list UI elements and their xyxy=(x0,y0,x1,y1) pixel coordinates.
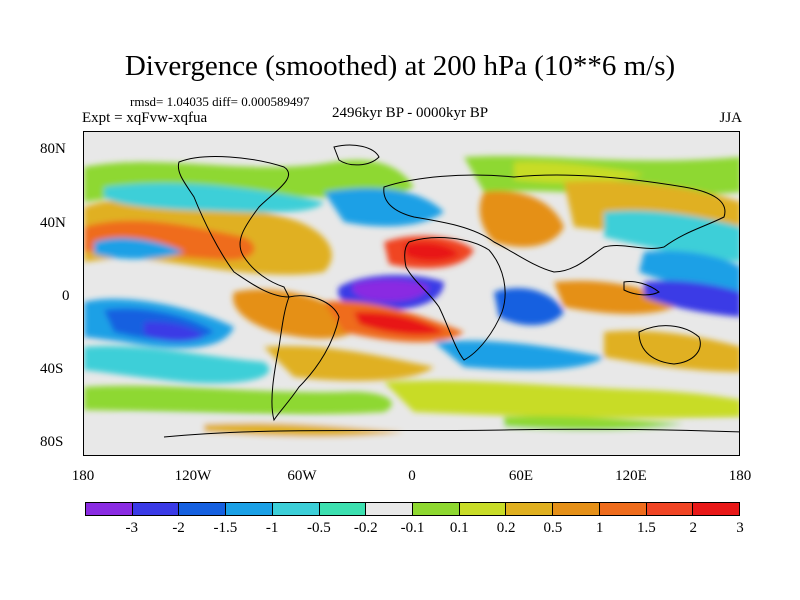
lon-label-180w: 180 xyxy=(71,468,95,484)
colorbar-tick-label: -0.5 xyxy=(307,520,331,536)
eurasia-outline xyxy=(383,174,726,273)
colorbar-swatch xyxy=(459,503,507,515)
lon-label-0: 0 xyxy=(408,468,416,484)
lat-label-40n: 40N xyxy=(40,215,66,231)
coastlines xyxy=(163,144,739,438)
colorbar-tick-label: 1 xyxy=(595,520,604,536)
colorbar-tick-label: -3 xyxy=(125,520,139,536)
colorbar-tick-label: 0.5 xyxy=(543,520,563,536)
lat-label-80s: 80S xyxy=(40,434,64,450)
map-canvas xyxy=(84,132,739,455)
colorbar-tick-label: -1 xyxy=(265,520,279,536)
experiment-label: Expt = xqFvw-xqfua xyxy=(82,110,208,126)
season-label: JJA xyxy=(719,110,742,126)
lon-label-180e: 180 xyxy=(728,468,752,484)
lat-label-80n: 80N xyxy=(40,141,66,157)
colorbar-swatch xyxy=(226,503,273,515)
lon-label-120e: 120E xyxy=(615,468,647,484)
lat-label-equator: 0 xyxy=(62,288,70,304)
colorbar-tick-label: -0.1 xyxy=(400,520,425,536)
maritime-continent-outline xyxy=(623,281,660,296)
colorbar-swatch xyxy=(132,503,180,515)
colorbar-swatch xyxy=(272,503,320,515)
divergence-map xyxy=(83,131,740,456)
colorbar-tick-label: -1.5 xyxy=(213,520,238,536)
colorbar-tick-label: 2 xyxy=(689,520,697,536)
australia-outline xyxy=(638,325,701,365)
rmsd-diff-stats: rmsd= 1.04035 diff= 0.000589497 xyxy=(130,94,310,109)
figure-title: Divergence (smoothed) at 200 hPa (10**6 … xyxy=(124,50,676,82)
colorbar-swatch xyxy=(86,503,133,515)
colorbar-swatch xyxy=(553,503,600,515)
lon-label-60w: 60W xyxy=(287,468,317,484)
colorbar-tick-label: -2 xyxy=(172,520,185,536)
lon-label-60e: 60E xyxy=(508,468,534,484)
lat-label-40s: 40S xyxy=(40,361,64,377)
colorbar-swatch xyxy=(693,503,740,515)
south-america-outline xyxy=(271,295,340,422)
colorbar xyxy=(85,502,740,516)
colorbar-swatch xyxy=(599,503,647,515)
colorbar-tick-label: 1.5 xyxy=(637,520,656,536)
colorbar-swatch xyxy=(366,503,414,515)
colorbar-tick-label: 0.1 xyxy=(449,520,469,536)
lon-label-120w: 120W xyxy=(174,468,212,484)
greenland-outline xyxy=(333,144,380,166)
north-america-outline xyxy=(177,156,290,298)
colorbar-swatch xyxy=(646,503,694,515)
period-label: 2496kyr BP - 0000kyr BP xyxy=(331,105,489,121)
africa-outline xyxy=(404,237,506,361)
colorbar-swatch xyxy=(506,503,554,515)
antarctica-outline xyxy=(163,428,739,438)
colorbar-tick-label: -0.2 xyxy=(353,520,378,536)
colorbar-swatch xyxy=(319,503,367,515)
colorbar-swatch xyxy=(413,503,460,515)
divergence-field xyxy=(84,155,739,455)
colorbar-swatch xyxy=(179,503,227,515)
colorbar-tick-label: 0.2 xyxy=(496,520,516,536)
colorbar-tick-label: 3 xyxy=(736,520,744,536)
